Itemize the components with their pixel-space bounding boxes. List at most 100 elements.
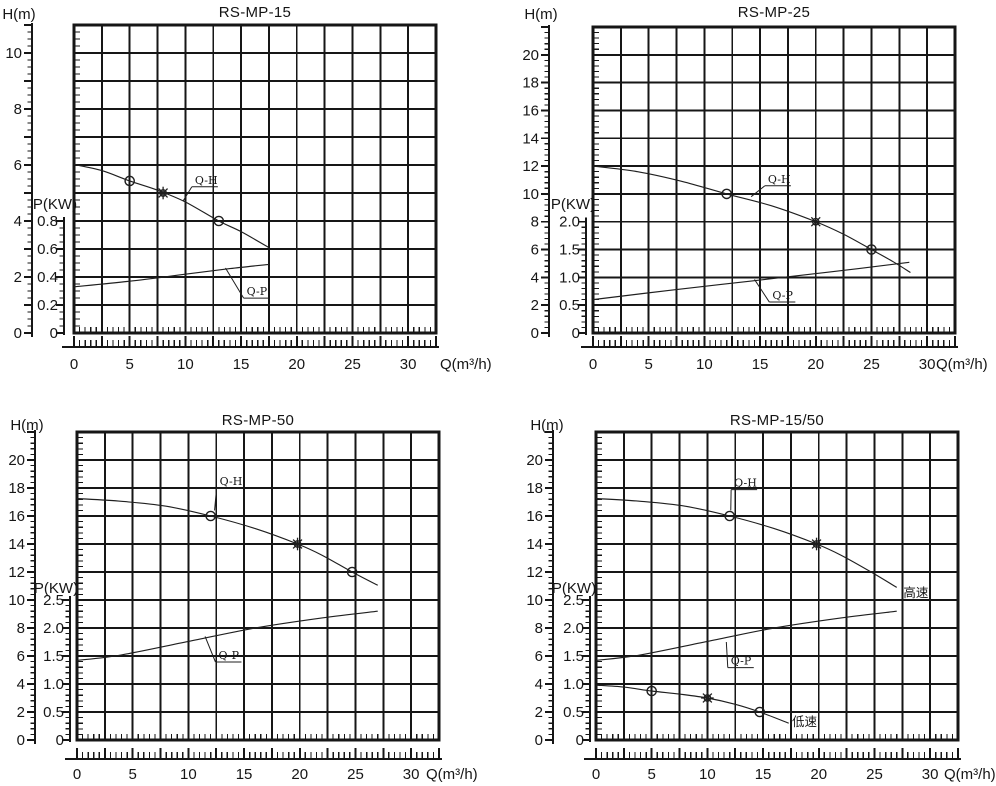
q-axis-tick-label: 20 — [807, 356, 824, 373]
q-axis-title: Q(m³/h) — [936, 356, 988, 373]
marker-circle — [724, 510, 735, 522]
p-axis-tick-label: 0.5 — [563, 704, 584, 721]
curve-label-q-p: Q-P — [731, 655, 752, 668]
q-axis-tick-label: 30 — [403, 766, 420, 783]
plot-inner-ticks — [596, 437, 953, 740]
curve-label-q-h: Q-H — [734, 477, 757, 490]
q-axis-tick-label: 0 — [589, 356, 597, 373]
h-axis-tick-label: 0 — [17, 732, 25, 749]
leader-line — [725, 641, 729, 668]
chart-canvas: 0 2 4 6 8 10 12 14 16 18 20 H(m) 0 0.5 1.0 1.5 2.0 P(KW) 0… — [498, 0, 996, 393]
h-axis-tick-label: 10 — [8, 592, 25, 609]
plot-border — [591, 25, 957, 335]
marker-star — [809, 215, 823, 229]
curve-q-h — [76, 497, 379, 586]
marker-star — [701, 691, 714, 705]
q-axis-tick-label: 5 — [645, 356, 653, 373]
p-axis-title: P(KW) — [552, 580, 596, 597]
h-axis-tick-label: 14 — [526, 536, 543, 553]
chart-canvas: 0 2 4 6 8 10 12 14 16 18 20 H(m) 0 0.5 1.0 1.5 2.0 2.5 P(K… — [498, 393, 996, 786]
h-axis-tick-label: 4 — [17, 676, 25, 693]
h-axis-tick-label: 16 — [526, 508, 543, 525]
h-axis-tick-label: 18 — [522, 75, 539, 92]
q-axis-tick-label: 10 — [177, 356, 194, 373]
q-axis-tick-label: 0 — [73, 766, 81, 783]
curve-label-q-h: Q-H — [220, 475, 243, 488]
q-axis-tick-label: 10 — [699, 766, 716, 783]
curve-label-q-p: Q-P — [218, 649, 239, 662]
p-axis-title: P(KW) — [551, 196, 595, 213]
h-axis-tick-label: 18 — [8, 480, 25, 497]
h-axis-tick-label: 12 — [522, 158, 539, 175]
q-axis-tick-label: 0 — [70, 356, 78, 373]
h-axis-tick-label: 10 — [522, 186, 539, 203]
curve-label-q-h: Q-H — [768, 173, 791, 186]
chart-canvas: 0 2 4 6 8 10 12 14 16 18 20 H(m) 0 0.5 1.0 1.5 2.0 2.5 P(K… — [0, 393, 498, 786]
grid — [76, 431, 440, 741]
q-axis-tick-label: 20 — [291, 766, 308, 783]
leader-line — [225, 267, 245, 299]
q-axis-tick-label: 25 — [347, 766, 364, 783]
h-axis-tick-label: 14 — [8, 536, 25, 553]
p-axis-tick-label: 0.5 — [43, 704, 64, 721]
chart-title: RS-MP-15/50 — [729, 412, 825, 429]
h-axis-tick-label: 14 — [522, 130, 539, 147]
h-axis-tick-label: 12 — [8, 564, 25, 581]
p-axis-tick-label: 2.5 — [43, 592, 64, 609]
marker-circle — [721, 188, 732, 200]
marker-circle — [205, 510, 216, 522]
chart-svg: 0 2 4 6 8 10 12 14 16 18 20 H(m) 0 0.5 1.0 1.5 2.0 2.5P(K… — [8, 417, 477, 783]
h-axis-tick-label: 6 — [531, 242, 539, 259]
curve-q-p — [592, 261, 910, 301]
h-axis-tick-label: 16 — [8, 508, 25, 525]
curve-label-q-h: Q-H — [195, 174, 218, 187]
chart-cell-rs-mp-15: RS-MP-15 0 2 4 6 8 10 H(m) 0 0.2 0.4 0.6 0.8 P(KW) 0 5… — [0, 0, 498, 393]
h-axis-tick-label: 12 — [526, 564, 543, 581]
chart-svg: 02468101214161820H(m)00.51.01.52.0P(KW)0… — [522, 6, 988, 373]
annotations: Q-H Q-P — [204, 475, 243, 663]
curves — [595, 497, 898, 724]
h-axis-tick-label: 4 — [535, 676, 543, 693]
curve-q-h-low-speed — [595, 684, 789, 724]
annotations: Q-H Q-P — [182, 174, 270, 299]
p-axis: 0 0.5 1.0 1.5 2.0P(KW) — [551, 196, 595, 342]
plot-inner-ticks — [74, 31, 431, 333]
chart-cell-rs-mp-25: RS-MP-25 0 2 4 6 8 10 12 14 16 18 20 H(m) 0 0.5 1.0 1.5… — [498, 0, 996, 393]
leader-line — [754, 279, 770, 303]
h-axis-title: H(m) — [530, 417, 563, 434]
plot-inner-ticks — [593, 32, 950, 333]
q-axis-tick-label: 25 — [344, 356, 361, 373]
h-axis: 0 2 4 6 8 10 H(m) — [2, 6, 35, 342]
leader-line — [750, 185, 766, 198]
p-axis-tick-label: 2.0 — [563, 620, 584, 637]
plot-inner-ticks — [77, 437, 434, 740]
p-axis-tick-label: 1.0 — [43, 676, 64, 693]
h-axis-title: H(m) — [2, 6, 35, 23]
h-axis-tick-label: 10 — [526, 592, 543, 609]
curves — [592, 165, 911, 301]
chart-cell-rs-mp-50: RS-MP-50 0 2 4 6 8 10 12 14 16 18 20 H(m) 0 0.5 1.0 1.5… — [0, 393, 498, 786]
leader-line — [182, 186, 193, 202]
chart-title: RS-MP-15 — [218, 4, 292, 21]
q-axis: 0 5 10 15 20 25 30 Q(m³/h) — [62, 336, 492, 373]
p-axis-tick-label: 1.5 — [559, 242, 580, 259]
curve-label-低速: 低速 — [792, 714, 818, 729]
q-axis-tick-label: 5 — [126, 356, 134, 373]
marker-circle — [646, 685, 657, 697]
q-axis-tick-label: 25 — [863, 356, 880, 373]
marker-circle — [346, 566, 358, 578]
p-axis-tick-label: 0 — [572, 325, 580, 342]
h-axis-tick-label: 0 — [535, 732, 543, 749]
p-axis-tick-label: 2.5 — [563, 592, 584, 609]
curve-label-q-p: Q-P — [772, 289, 793, 302]
marker-circle — [754, 706, 766, 718]
marker-circle — [866, 244, 877, 255]
h-axis-tick-label: 6 — [535, 648, 543, 665]
q-axis-tick-label: 5 — [129, 766, 137, 783]
p-axis-tick-label: 1.5 — [43, 648, 64, 665]
curve-q-h — [73, 163, 270, 249]
curves — [73, 163, 270, 288]
q-axis-tick-label: 0 — [592, 766, 600, 783]
h-axis-tick-label: 2 — [531, 297, 539, 314]
h-axis-tick-label: 16 — [522, 102, 539, 119]
